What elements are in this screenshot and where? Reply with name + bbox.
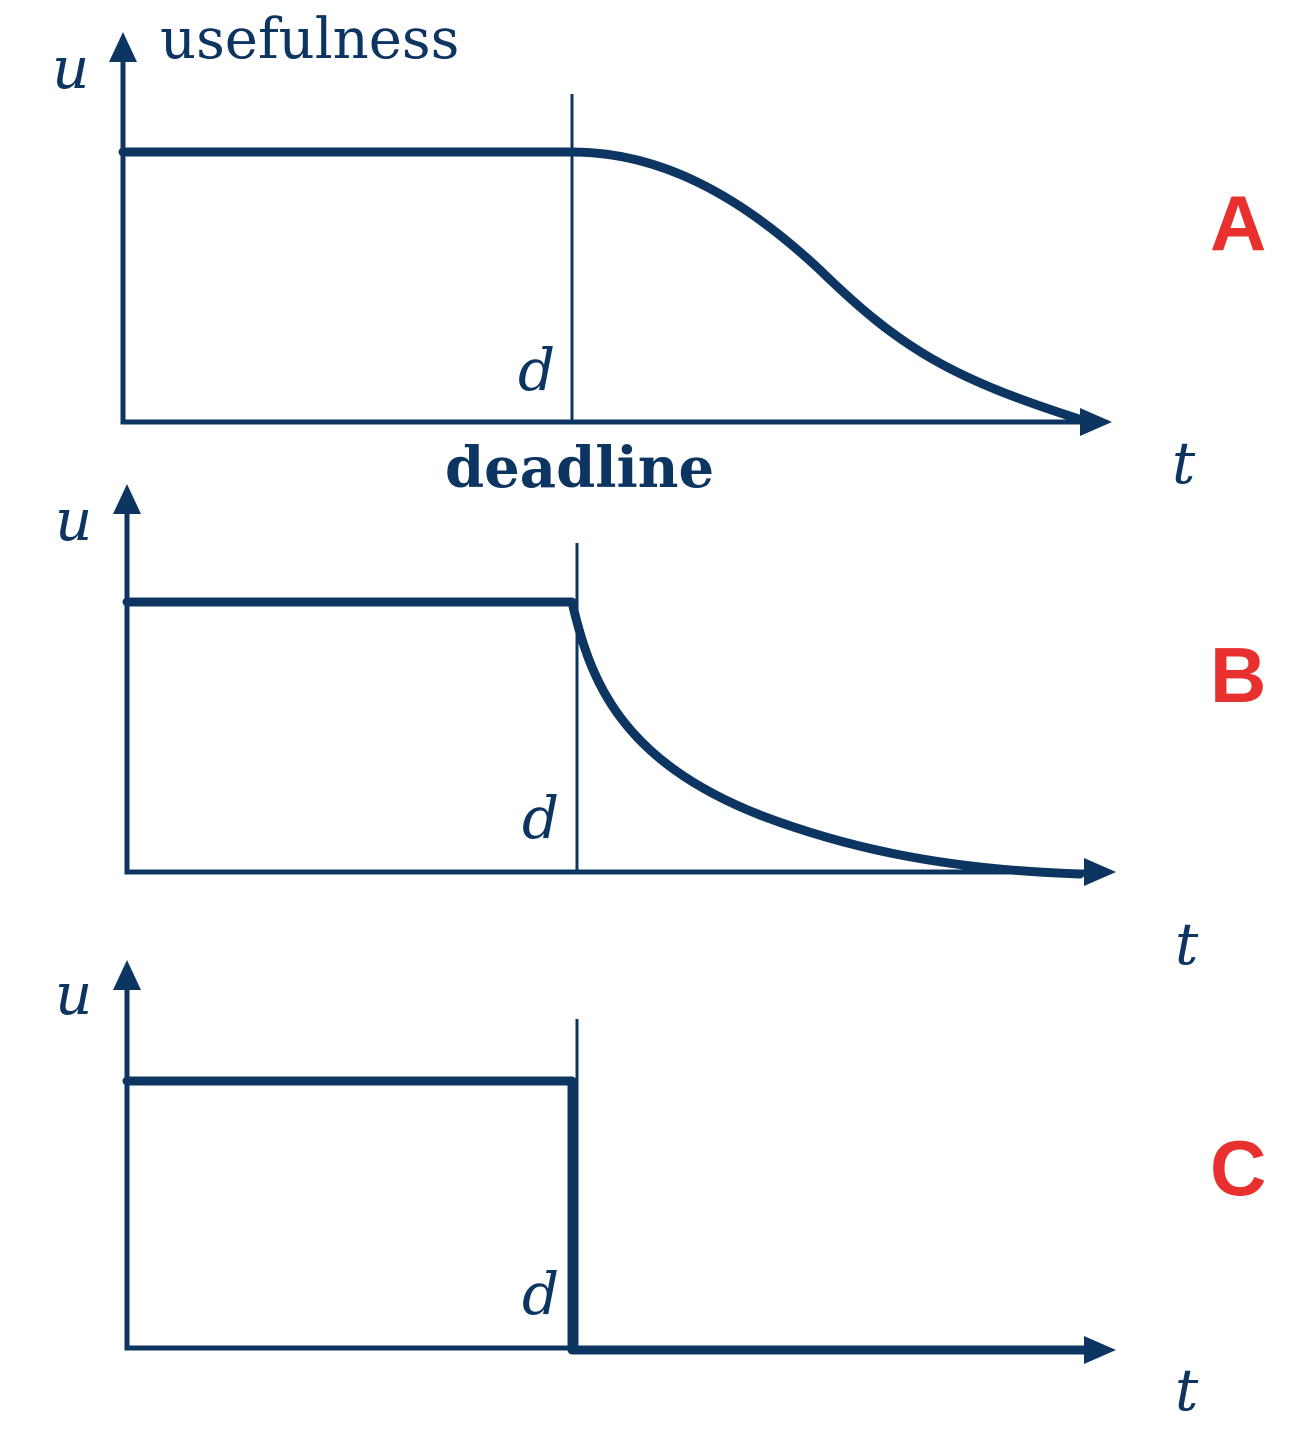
panel-b: u t d B: [55, 484, 1266, 978]
panel-a-x-arrowhead: [1080, 408, 1112, 436]
panel-a-y-arrowhead: [109, 32, 137, 62]
panel-b-usefulness-curve: [122, 597, 1085, 879]
panel-a-u-label: u: [52, 34, 89, 102]
panel-b-y-arrowhead: [113, 484, 141, 514]
panel-a: u t d A: [52, 32, 1266, 497]
panel-c-u-label: u: [55, 960, 92, 1028]
panel-c-t-label: t: [1175, 1356, 1199, 1424]
panel-b-d-label: d: [522, 784, 559, 852]
panel-b-x-arrowhead: [1084, 858, 1116, 886]
panel-b-u-label: u: [55, 486, 92, 554]
panel-b-t-label: t: [1175, 910, 1199, 978]
panel-c: u t d C: [55, 960, 1266, 1424]
panel-c-y-arrowhead: [113, 960, 141, 990]
panel-c-letter: C: [1210, 1124, 1266, 1212]
panel-c-d-label: d: [522, 1260, 559, 1328]
panel-b-letter: B: [1210, 631, 1266, 719]
panel-a-t-label: t: [1172, 429, 1196, 497]
usefulness-label: usefulness: [160, 7, 459, 72]
panel-c-usefulness-curve: [122, 1076, 1089, 1355]
panel-a-letter: A: [1210, 179, 1266, 267]
panel-a-usefulness-curve: [118, 147, 1087, 425]
panel-a-d-label: d: [518, 336, 555, 404]
panel-c-x-arrowhead: [1084, 1336, 1116, 1364]
deadline-label: deadline: [445, 435, 714, 501]
